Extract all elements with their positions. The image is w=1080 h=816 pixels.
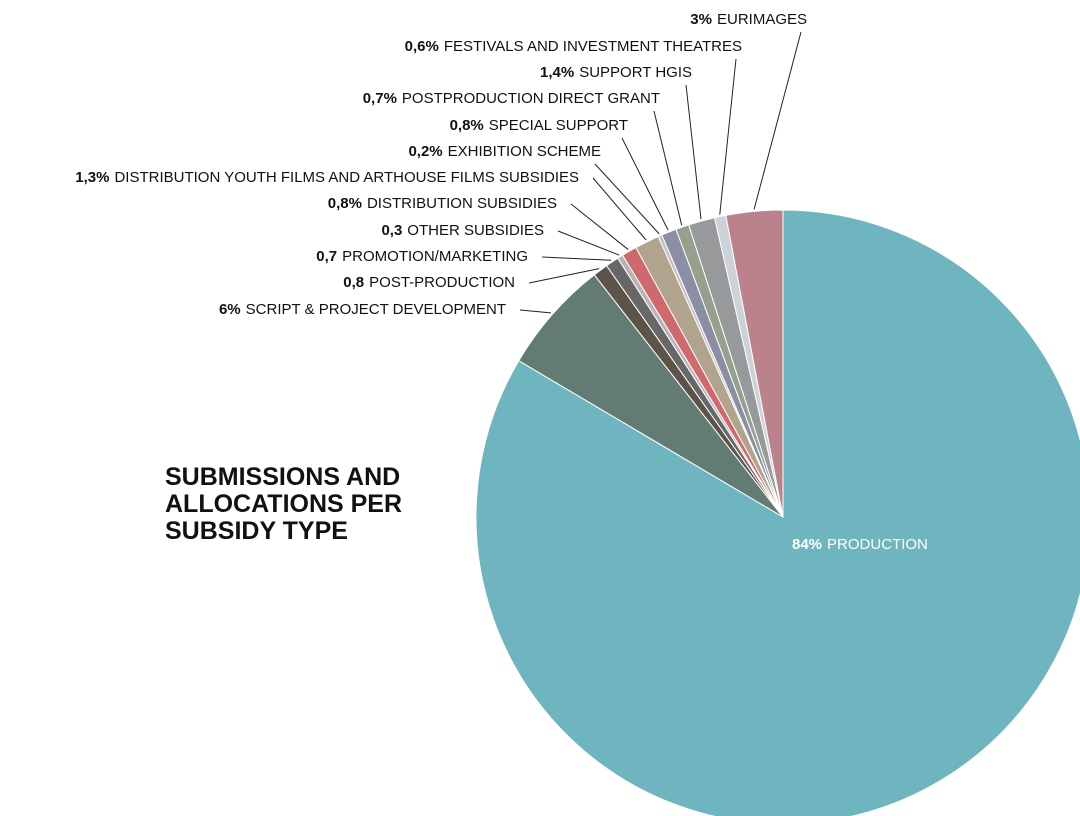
value-label: 84% xyxy=(792,536,822,553)
slice-label: 1,4% SUPPORT HGIS xyxy=(540,64,692,81)
category-label: OTHER SUBSIDIES xyxy=(407,222,544,239)
value-label: 0,8% xyxy=(328,195,362,212)
leader-line xyxy=(753,31,802,210)
pie-slice xyxy=(475,209,1080,816)
value-label: 1,4% xyxy=(540,64,574,81)
slice-label: 84% PRODUCTION xyxy=(792,536,928,553)
slice-label: 3% EURIMAGES xyxy=(690,11,807,28)
slice-label: 0,2% EXHIBITION SCHEME xyxy=(408,143,601,160)
value-label: 0,3 xyxy=(381,222,402,239)
category-label: POST-PRODUCTION xyxy=(369,274,515,291)
value-label: 0,8% xyxy=(450,117,484,134)
leader-line xyxy=(685,84,702,220)
leader-line xyxy=(519,309,552,314)
leader-line xyxy=(594,163,660,235)
leader-line xyxy=(541,256,612,261)
slice-label: 0,8% DISTRIBUTION SUBSIDIES xyxy=(328,195,557,212)
value-label: 0,7 xyxy=(316,248,337,265)
slice-label: 0,7 PROMOTION/MARKETING xyxy=(316,248,528,265)
leader-line xyxy=(570,203,629,250)
slice-label: 0,8 POST-PRODUCTION xyxy=(343,274,515,291)
pie-slice xyxy=(725,209,784,518)
value-label: 3% xyxy=(690,11,712,28)
category-label: SCRIPT & PROJECT DEVELOPMENT xyxy=(246,301,506,318)
category-label: PROMOTION/MARKETING xyxy=(342,248,528,265)
chart-title: SUBMISSIONS AND ALLOCATIONS PER SUBSIDY … xyxy=(165,463,403,545)
category-label: PRODUCTION xyxy=(827,536,928,553)
category-label: DISTRIBUTION YOUTH FILMS AND ARTHOUSE FI… xyxy=(114,169,579,186)
value-label: 1,3% xyxy=(75,169,109,186)
value-label: 0,7% xyxy=(363,90,397,107)
category-label: FESTIVALS AND INVESTMENT THEATRES xyxy=(444,38,742,55)
slice-label: 0,6% FESTIVALS AND INVESTMENT THEATRES xyxy=(405,38,742,55)
leader-line xyxy=(528,268,600,284)
leader-line xyxy=(653,110,683,226)
category-label: EXHIBITION SCHEME xyxy=(448,143,601,160)
leader-line xyxy=(719,58,737,215)
category-label: POSTPRODUCTION DIRECT GRANT xyxy=(402,90,660,107)
value-label: 0,8 xyxy=(343,274,364,291)
slice-label: 0,7% POSTPRODUCTION DIRECT GRANT xyxy=(363,90,660,107)
value-label: 6% xyxy=(219,301,241,318)
slice-label: 0,3 OTHER SUBSIDIES xyxy=(381,222,544,239)
leader-line xyxy=(592,177,647,241)
slice-label: 0,8% SPECIAL SUPPORT xyxy=(450,117,628,134)
value-label: 0,2% xyxy=(408,143,442,160)
category-label: DISTRIBUTION SUBSIDIES xyxy=(367,195,557,212)
leader-line xyxy=(557,230,620,256)
category-label: SUPPORT HGIS xyxy=(579,64,692,81)
category-label: EURIMAGES xyxy=(717,11,807,28)
category-label: SPECIAL SUPPORT xyxy=(489,117,628,134)
slice-label: 6% SCRIPT & PROJECT DEVELOPMENT xyxy=(219,301,506,318)
leader-line xyxy=(621,137,669,231)
slice-label: 1,3% DISTRIBUTION YOUTH FILMS AND ARTHOUS… xyxy=(75,169,579,186)
value-label: 0,6% xyxy=(405,38,439,55)
